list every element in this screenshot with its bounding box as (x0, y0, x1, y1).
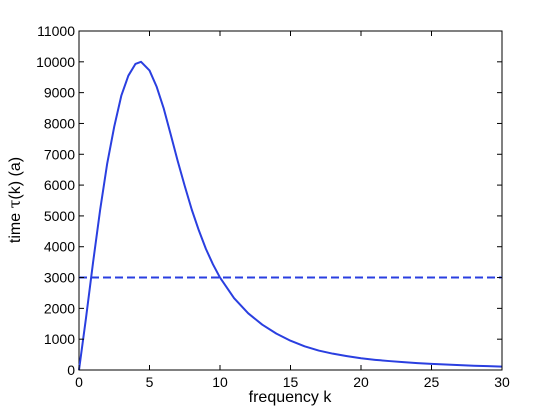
y-tick-label: 0 (67, 362, 75, 378)
y-tick-label: 1000 (44, 331, 75, 347)
y-axis-label-suffix: (k) (a) (7, 157, 24, 200)
y-axis-label-prefix: time (7, 208, 24, 243)
y-axis-label: time τ(k) (a) (5, 157, 24, 243)
y-tick-label: 3000 (44, 270, 75, 286)
x-tick-label: 20 (353, 374, 369, 390)
y-tick-label: 8000 (44, 115, 75, 131)
x-tick-label: 5 (146, 374, 154, 390)
y-tick-label: 10000 (36, 54, 75, 70)
series-line (78, 60, 503, 371)
x-tick-label: 10 (212, 374, 228, 390)
series-layer (78, 60, 503, 371)
y-tick-label: 7000 (44, 146, 75, 162)
y-tick-label: 2000 (44, 300, 75, 316)
y-tick-label: 11000 (37, 23, 75, 39)
x-axis-label: frequency k (249, 389, 333, 406)
y-tick-label: 6000 (44, 177, 75, 193)
y-axis-label-symbol: τ (5, 199, 24, 208)
x-tick-label: 0 (75, 374, 83, 390)
x-tick-label: 30 (494, 374, 510, 390)
plot-frame (78, 30, 503, 371)
y-tick-label: 9000 (44, 85, 75, 101)
y-tick-label: 5000 (44, 208, 75, 224)
plot-area (78, 30, 503, 371)
ticks-layer: 0 5 10 15 20 25 30 0 1000 2000 3000 4000 5000 6000 700… (36, 23, 510, 390)
x-tick-label: 15 (283, 374, 299, 390)
y-tick-label: 4000 (44, 239, 75, 255)
x-tick-label: 25 (424, 374, 440, 390)
